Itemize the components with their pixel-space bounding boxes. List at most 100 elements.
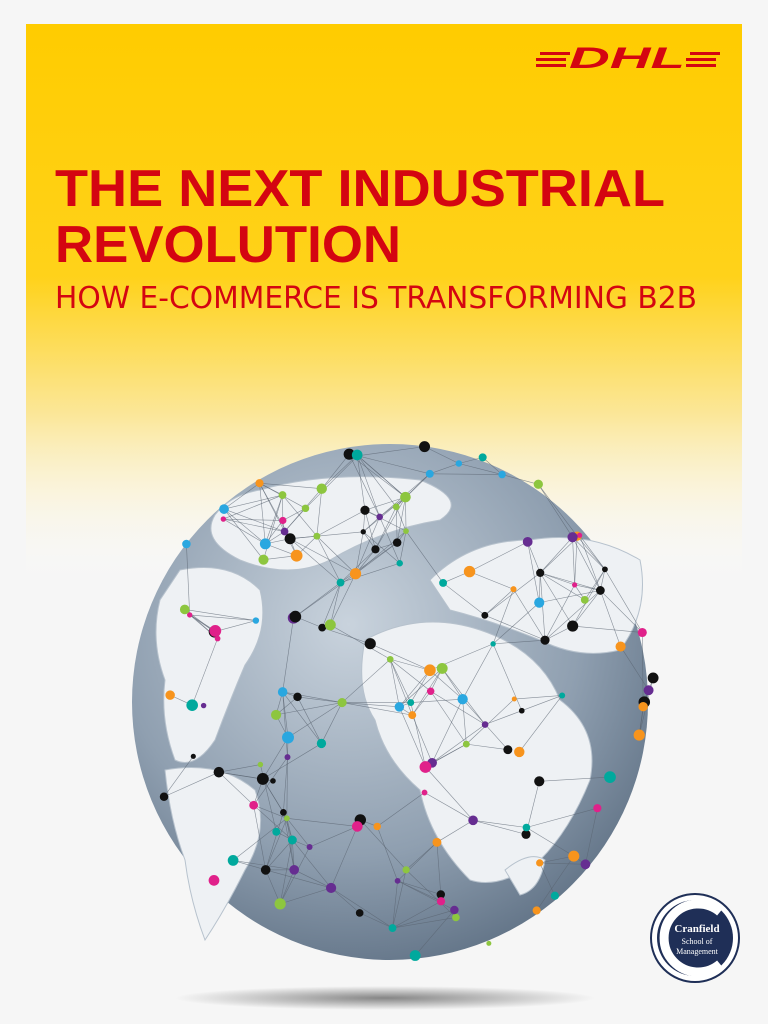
network-line [484,588,514,616]
network-line [514,695,563,700]
network-node [595,586,605,595]
network-node [271,709,282,720]
network-line [340,542,398,583]
network-line [392,901,442,929]
network-line [527,541,541,573]
network-line [309,826,358,848]
network-line [294,869,332,889]
network-line [579,535,606,570]
partner-line: School of [682,937,713,946]
network-node [536,568,545,577]
network-line [330,573,356,626]
network-line [466,743,508,750]
network-node [337,697,347,708]
network-line [431,724,486,764]
network-line [526,807,598,828]
network-node [364,638,376,650]
network-line [405,869,457,918]
network-line [431,699,463,763]
network-node [284,754,291,761]
network-node [400,491,411,503]
network-line [620,646,649,691]
network-line [376,826,398,881]
network-line [342,702,400,708]
network-line [641,632,644,707]
network-line [223,508,266,545]
network-line [430,690,486,725]
network-line [574,584,601,591]
network-node [425,469,434,478]
network-line [283,757,288,813]
globe-shadow [175,986,595,1010]
network-line [282,691,322,744]
network-line [297,696,343,703]
network-line [389,659,413,716]
network-line [305,455,358,509]
network-line [513,589,546,641]
network-node [550,891,559,900]
network-line [405,473,430,498]
network-line [574,536,578,585]
network-node [258,554,269,565]
network-line [492,643,523,711]
network-node [580,596,589,604]
network-node [280,809,287,816]
network-node [190,753,196,759]
network-line [572,625,643,633]
network-line [330,826,358,889]
network-node [270,778,276,784]
network-line [539,776,611,782]
network-line [330,887,360,914]
network-line [265,812,284,870]
network-node [392,538,402,547]
network-node [325,882,337,894]
network-line [492,602,540,645]
network-node [209,624,222,637]
network-node [293,692,302,702]
network-line [364,510,376,550]
network-node [407,699,415,706]
network-line [233,860,266,871]
network-line [223,518,266,545]
network-node [602,566,608,573]
network-node [536,859,544,867]
network-line [572,536,606,570]
network-node [249,800,259,810]
network-line [539,862,586,865]
network-node [313,532,321,540]
network-line [436,820,474,843]
network-line [572,569,606,627]
network-line [289,538,356,575]
network-node [213,766,225,778]
network-line [538,484,578,537]
network-node [486,940,492,946]
network-line [572,537,575,585]
network-line [340,549,376,583]
network-node [396,560,403,567]
network-line [359,912,393,929]
network-node [165,690,175,700]
network-line [341,659,391,703]
network-line [469,541,528,572]
network-node [278,491,287,499]
network-line [540,572,601,591]
network-node [280,527,289,536]
network-node [318,623,327,632]
network-line [340,562,400,583]
network-node [277,687,288,697]
network-line [430,691,467,745]
network-line [492,589,514,644]
network-node [468,815,478,826]
network-node [463,565,476,578]
network-line [585,808,598,865]
network-line [360,819,407,871]
network-line [259,482,322,490]
network-line [218,764,261,773]
network-line [290,531,364,540]
network-node [316,738,327,749]
network-line [469,571,514,590]
network-line [414,909,455,956]
network-line [600,590,643,633]
network-line [466,698,515,745]
network-line [405,530,444,584]
